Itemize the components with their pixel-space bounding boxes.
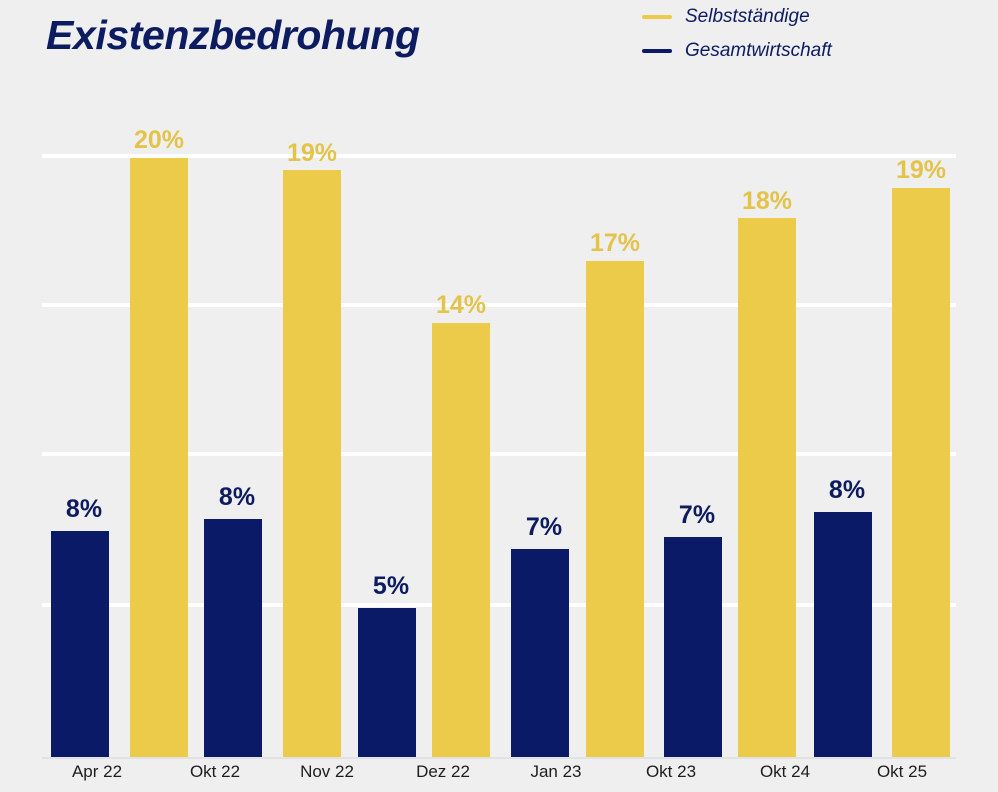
x-axis-label: Okt 24 xyxy=(759,762,811,781)
bar-value-label: 7% xyxy=(678,501,716,529)
legend-item-gesamtwirtschaft[interactable]: Gesamtwirtschaft xyxy=(642,34,942,68)
bar[interactable] xyxy=(432,323,490,757)
axis-baseline xyxy=(42,757,956,759)
gridline xyxy=(42,603,956,607)
bar-value-label: 7% xyxy=(525,513,563,541)
legend-label: Selbstständige xyxy=(685,6,810,27)
gridline xyxy=(42,303,956,307)
bar[interactable] xyxy=(51,531,109,757)
bar[interactable] xyxy=(738,218,796,757)
x-axis-label: Okt 25 xyxy=(876,762,928,781)
bar-value-label: 5% xyxy=(372,572,410,600)
line-marker-icon xyxy=(642,49,672,53)
bar-value-label: 17% xyxy=(589,229,641,257)
bar[interactable] xyxy=(814,512,872,757)
bar[interactable] xyxy=(130,158,188,757)
gridline xyxy=(42,154,956,158)
bar[interactable] xyxy=(586,261,644,757)
legend-item-selbststaendige[interactable]: Selbstständige xyxy=(642,0,942,34)
bar[interactable] xyxy=(892,188,950,757)
legend-label: Gesamtwirtschaft xyxy=(685,40,832,61)
page-title: Existenzbedrohung xyxy=(46,12,420,58)
bar[interactable] xyxy=(204,519,262,757)
bar-value-label: 8% xyxy=(65,495,103,523)
x-axis-label: Okt 22 xyxy=(189,762,241,781)
line-marker-icon xyxy=(642,15,672,19)
bar-value-label: 8% xyxy=(828,476,866,504)
bar[interactable] xyxy=(511,549,569,757)
x-axis-label: Nov 22 xyxy=(300,762,354,781)
bar[interactable] xyxy=(283,170,341,757)
bar-value-label: 19% xyxy=(286,139,338,167)
x-axis-label: Okt 23 xyxy=(645,762,697,781)
bar-value-label: 18% xyxy=(741,187,793,215)
x-axis-label: Apr 22 xyxy=(71,762,123,781)
bar[interactable] xyxy=(358,608,416,757)
bar-value-label: 14% xyxy=(435,291,487,319)
bar-value-label: 20% xyxy=(133,126,185,154)
x-axis-label: Jan 23 xyxy=(530,762,582,781)
bar-value-label: 8% xyxy=(218,483,256,511)
bar[interactable] xyxy=(664,537,722,757)
bar-value-label: 19% xyxy=(895,156,947,184)
x-axis-label: Dez 22 xyxy=(416,762,470,781)
chart-header: Existenzbedrohung Selbstständige Gesamtw… xyxy=(0,0,998,92)
chart-legend: Selbstständige Gesamtwirtschaft xyxy=(642,0,942,68)
gridline xyxy=(42,452,956,456)
